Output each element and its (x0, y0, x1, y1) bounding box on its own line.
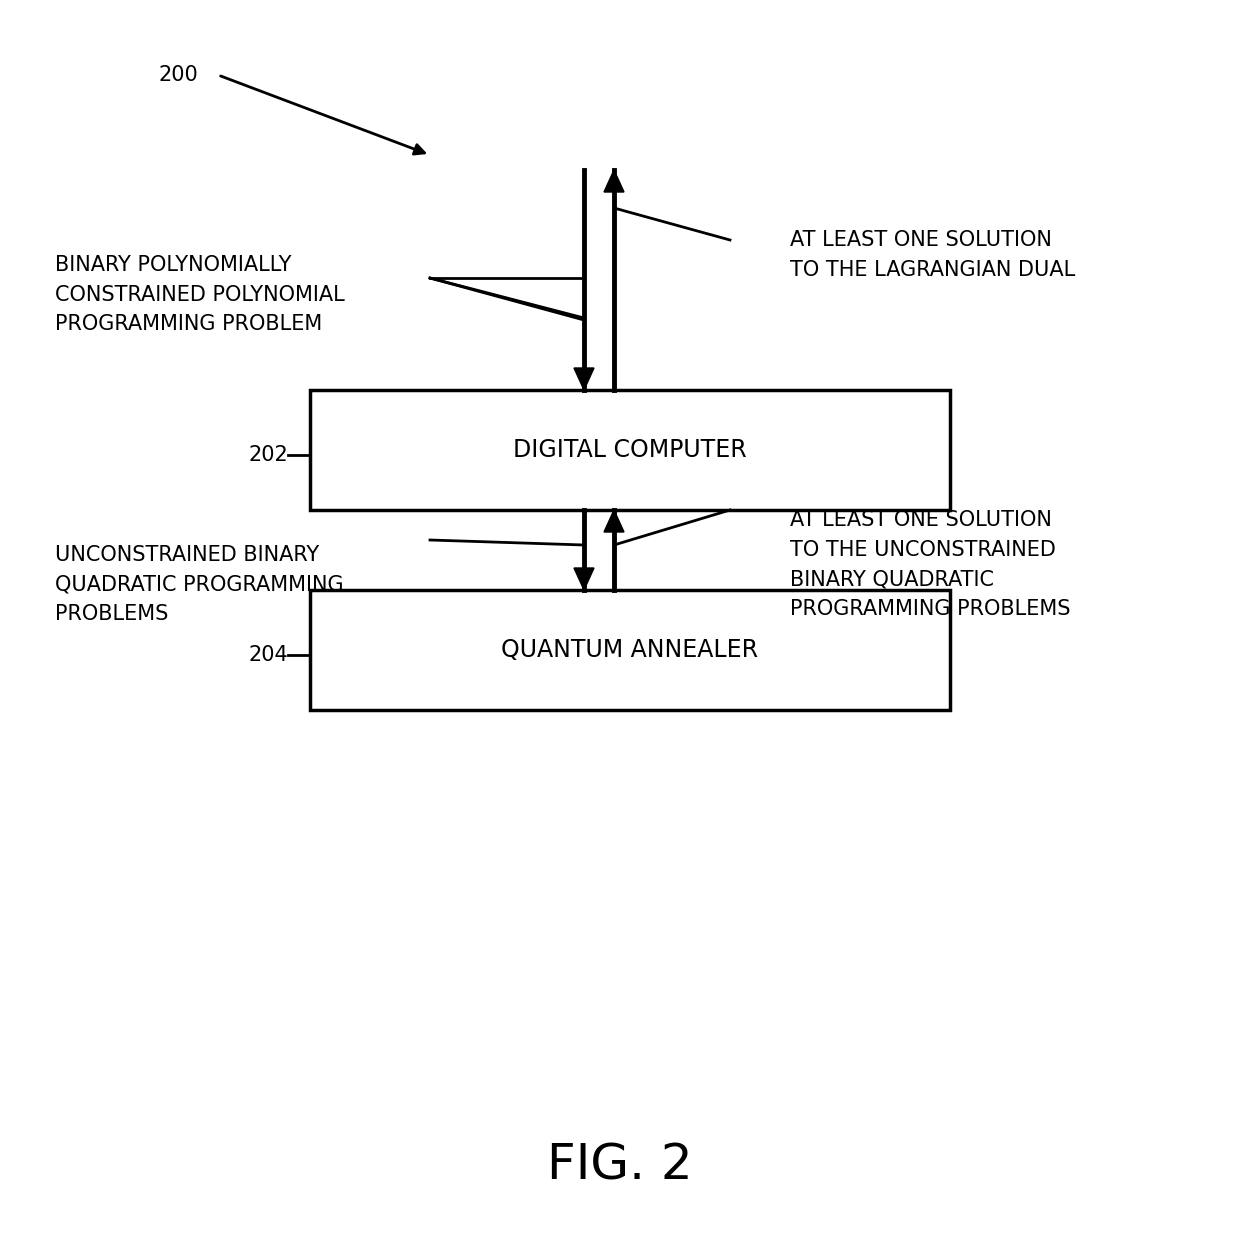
Text: DIGITAL COMPUTER: DIGITAL COMPUTER (513, 437, 746, 463)
Text: AT LEAST ONE SOLUTION
TO THE LAGRANGIAN DUAL: AT LEAST ONE SOLUTION TO THE LAGRANGIAN … (790, 230, 1075, 279)
Text: 202: 202 (248, 445, 288, 465)
Polygon shape (604, 170, 624, 192)
Polygon shape (574, 568, 594, 590)
Text: FIG. 2: FIG. 2 (547, 1141, 693, 1189)
Text: BINARY POLYNOMIALLY
CONSTRAINED POLYNOMIAL
PROGRAMMING PROBLEM: BINARY POLYNOMIALLY CONSTRAINED POLYNOMI… (55, 255, 345, 334)
Text: 204: 204 (248, 645, 288, 665)
Text: UNCONSTRAINED BINARY
QUADRATIC PROGRAMMING
PROBLEMS: UNCONSTRAINED BINARY QUADRATIC PROGRAMMI… (55, 546, 343, 625)
Text: QUANTUM ANNEALER: QUANTUM ANNEALER (501, 639, 759, 662)
Text: AT LEAST ONE SOLUTION
TO THE UNCONSTRAINED
BINARY QUADRATIC
PROGRAMMING PROBLEMS: AT LEAST ONE SOLUTION TO THE UNCONSTRAIN… (790, 510, 1070, 618)
Polygon shape (604, 510, 624, 532)
Bar (310, 590, 950, 710)
Bar (310, 390, 950, 510)
Polygon shape (574, 368, 594, 390)
Text: 200: 200 (157, 65, 197, 85)
